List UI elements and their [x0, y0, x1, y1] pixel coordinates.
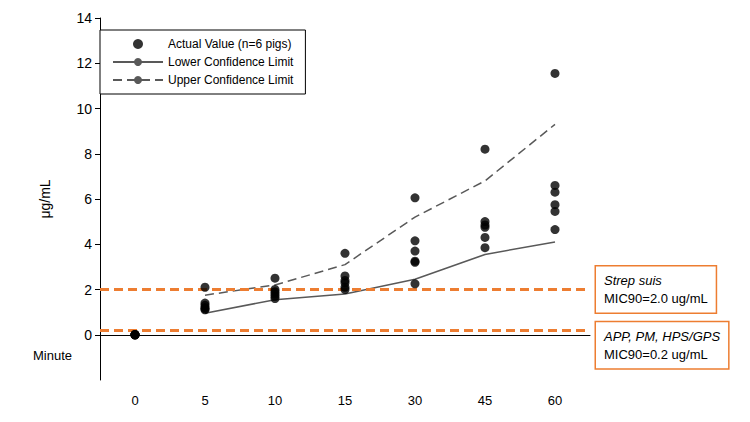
svg-text:10: 10: [76, 101, 92, 117]
svg-text:4: 4: [84, 236, 92, 252]
svg-text:2: 2: [84, 282, 92, 298]
svg-text:Lower Confidence Limit: Lower Confidence Limit: [168, 55, 294, 69]
svg-text:0: 0: [84, 327, 92, 343]
svg-text:14: 14: [76, 10, 92, 26]
svg-text:6: 6: [84, 191, 92, 207]
svg-text:μg/mL: μg/mL: [37, 179, 53, 218]
svg-text:10: 10: [268, 393, 282, 408]
svg-text:60: 60: [548, 393, 562, 408]
svg-text:12: 12: [76, 55, 92, 71]
svg-text:45: 45: [478, 393, 492, 408]
svg-text:Minute: Minute: [33, 348, 72, 363]
svg-text:30: 30: [408, 393, 422, 408]
svg-text:Strep suis: Strep suis: [604, 273, 662, 288]
svg-text:MIC90=0.2 ug/mL: MIC90=0.2 ug/mL: [604, 347, 708, 362]
svg-text:15: 15: [338, 393, 352, 408]
svg-text:Actual Value (n=6 pigs): Actual Value (n=6 pigs): [168, 37, 292, 51]
svg-text:5: 5: [201, 393, 208, 408]
svg-text:MIC90=2.0 ug/mL: MIC90=2.0 ug/mL: [604, 291, 708, 306]
svg-text:0: 0: [131, 393, 138, 408]
svg-text:Upper Confidence Limit: Upper Confidence Limit: [168, 73, 294, 87]
svg-text:APP, PM, HPS/GPS: APP, PM, HPS/GPS: [603, 329, 720, 344]
svg-text:8: 8: [84, 146, 92, 162]
